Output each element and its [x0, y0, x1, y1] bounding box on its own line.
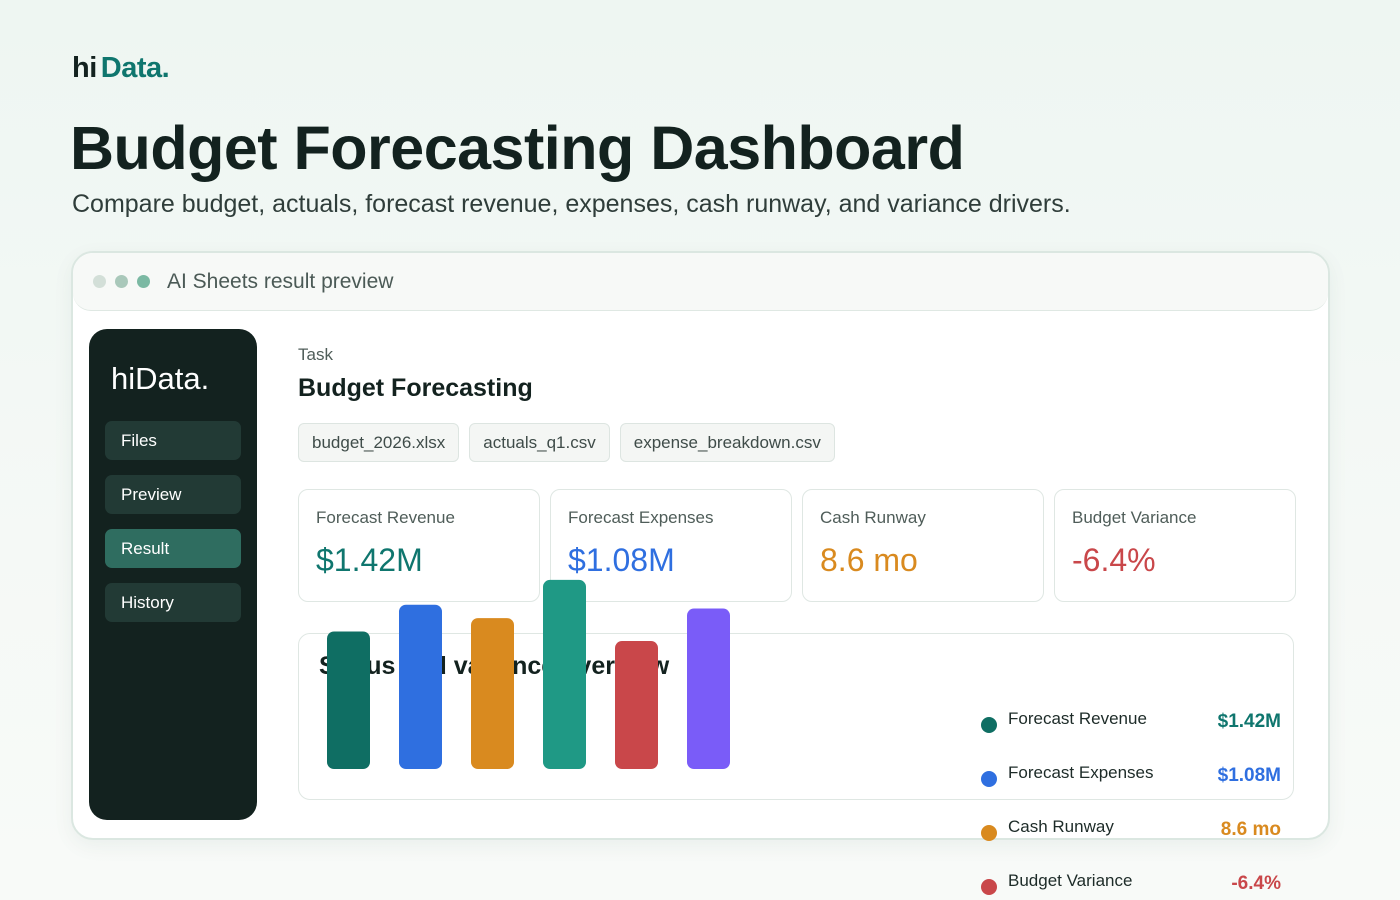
- metric-value: $1.42M: [316, 542, 423, 578]
- chart-title: Status and variance overview: [319, 652, 670, 680]
- result-preview-window: AI Sheets result preview hiData. Files P…: [71, 251, 1330, 840]
- page-subtitle: Compare budget, actuals, forecast revenu…: [72, 190, 1071, 218]
- sidebar-item-files[interactable]: Files: [105, 421, 241, 460]
- file-chip[interactable]: budget_2026.xlsx: [298, 423, 460, 462]
- sidebar-item-history[interactable]: History: [105, 583, 241, 622]
- sidebar-logo: hiData.: [111, 361, 210, 396]
- sidebar-item-preview[interactable]: Preview: [105, 475, 241, 514]
- legend-dot-icon: [981, 879, 997, 895]
- page-title: Budget Forecasting Dashboard: [70, 114, 965, 182]
- metric-value: $1.08M: [568, 542, 675, 578]
- window-dot-icon: [115, 275, 128, 288]
- window-title: AI Sheets result preview: [167, 269, 394, 293]
- metric-card-forecast-revenue: Forecast Revenue $1.42M: [298, 489, 540, 602]
- legend-value: -6.4%: [1231, 873, 1281, 894]
- file-chip[interactable]: expense_breakdown.csv: [619, 423, 835, 462]
- metric-value: 8.6 mo: [820, 542, 918, 578]
- metric-card-cash-runway: Cash Runway 8.6 mo: [802, 489, 1044, 602]
- task-title: Budget Forecasting: [298, 374, 533, 402]
- chart-card: [298, 633, 1294, 800]
- brand-logo: hi Data.: [72, 52, 170, 85]
- window-title-bar: AI Sheets result preview: [73, 253, 1328, 311]
- metric-cards: Forecast Revenue $1.42M Forecast Expense…: [298, 489, 1296, 602]
- metric-label: Cash Runway: [820, 508, 926, 527]
- file-chips: budget_2026.xlsx actuals_q1.csv expense_…: [298, 423, 835, 462]
- sidebar-item-label: Preview: [121, 484, 182, 504]
- metric-label: Forecast Revenue: [316, 508, 455, 527]
- sidebar-item-result[interactable]: Result: [105, 529, 241, 568]
- window-dot-icon: [137, 275, 150, 288]
- brand-logo-hi: hi: [72, 52, 97, 84]
- task-label: Task: [298, 345, 333, 364]
- metric-card-budget-variance: Budget Variance -6.4%: [1054, 489, 1296, 602]
- file-chip[interactable]: actuals_q1.csv: [469, 423, 610, 462]
- metric-label: Forecast Expenses: [568, 508, 714, 527]
- metric-value: -6.4%: [1072, 542, 1156, 578]
- sidebar: hiData. Files Preview Result History: [89, 329, 257, 820]
- sidebar-item-label: History: [121, 592, 174, 612]
- metric-label: Budget Variance: [1072, 508, 1197, 527]
- brand-logo-data: Data.: [100, 52, 170, 84]
- metric-card-forecast-expenses: Forecast Expenses $1.08M: [550, 489, 792, 602]
- legend-label: Budget Variance: [1008, 871, 1132, 890]
- sidebar-item-label: Result: [121, 538, 170, 558]
- sidebar-item-label: Files: [121, 430, 157, 450]
- window-dot-icon: [93, 275, 106, 288]
